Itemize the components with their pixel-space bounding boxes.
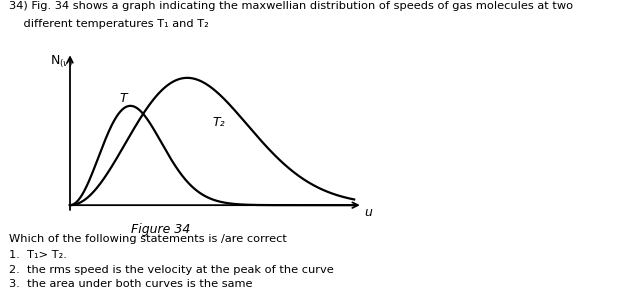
Text: 3.  the area under both curves is the same: 3. the area under both curves is the sam… — [9, 279, 253, 289]
Text: 1.  T₁> T₂.: 1. T₁> T₂. — [9, 250, 67, 260]
Text: different temperatures T₁ and T₂: different temperatures T₁ and T₂ — [9, 19, 209, 29]
Text: 2.  the rms speed is the velocity at the peak of the curve: 2. the rms speed is the velocity at the … — [9, 265, 334, 275]
Text: u: u — [364, 206, 372, 219]
Text: T: T — [120, 92, 127, 104]
Text: 34) Fig. 34 shows a graph indicating the maxwellian distribution of speeds of ga: 34) Fig. 34 shows a graph indicating the… — [9, 1, 574, 11]
Text: T₂: T₂ — [212, 116, 225, 129]
Text: N$_{(v)}$: N$_{(v)}$ — [50, 54, 73, 70]
Text: Which of the following statements is /are correct: Which of the following statements is /ar… — [9, 234, 287, 244]
Text: Figure 34: Figure 34 — [131, 223, 190, 236]
